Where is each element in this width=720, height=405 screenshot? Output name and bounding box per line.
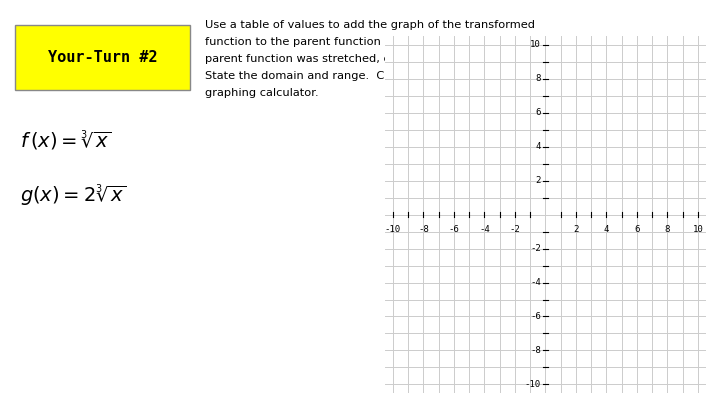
Text: -4: -4 bbox=[530, 278, 541, 287]
Text: -6: -6 bbox=[449, 225, 459, 234]
Text: 8: 8 bbox=[536, 75, 541, 83]
Text: 10: 10 bbox=[693, 225, 703, 234]
Text: 2: 2 bbox=[536, 176, 541, 185]
Text: 10: 10 bbox=[530, 40, 541, 49]
Text: 6: 6 bbox=[536, 108, 541, 117]
Text: 8: 8 bbox=[665, 225, 670, 234]
Text: 4: 4 bbox=[604, 225, 609, 234]
Text: -6: -6 bbox=[530, 312, 541, 321]
Text: -8: -8 bbox=[530, 346, 541, 355]
Text: function to the parent function provided.  Describe how the: function to the parent function provided… bbox=[205, 37, 545, 47]
Text: 2: 2 bbox=[573, 225, 579, 234]
Text: 6: 6 bbox=[634, 225, 639, 234]
Text: -2: -2 bbox=[510, 225, 521, 234]
Text: -10: -10 bbox=[525, 380, 541, 389]
Text: Use a table of values to add the graph of the transformed: Use a table of values to add the graph o… bbox=[205, 20, 535, 30]
Text: 4: 4 bbox=[536, 142, 541, 151]
Text: -10: -10 bbox=[384, 225, 401, 234]
Text: parent function was stretched, compressed, and/or reflected.: parent function was stretched, compresse… bbox=[205, 54, 555, 64]
Text: -8: -8 bbox=[418, 225, 428, 234]
Text: Your-Turn #2: Your-Turn #2 bbox=[48, 49, 158, 64]
Text: State the domain and range.  Check your graphs on a: State the domain and range. Check your g… bbox=[205, 71, 512, 81]
Text: graphing calculator.: graphing calculator. bbox=[205, 88, 319, 98]
Text: -2: -2 bbox=[530, 244, 541, 253]
Text: $g(x) = 2\sqrt[3]{x}$: $g(x) = 2\sqrt[3]{x}$ bbox=[20, 182, 126, 208]
FancyBboxPatch shape bbox=[15, 25, 190, 90]
Text: $f\,(x) = \sqrt[3]{x}$: $f\,(x) = \sqrt[3]{x}$ bbox=[20, 128, 112, 152]
Text: -4: -4 bbox=[479, 225, 490, 234]
